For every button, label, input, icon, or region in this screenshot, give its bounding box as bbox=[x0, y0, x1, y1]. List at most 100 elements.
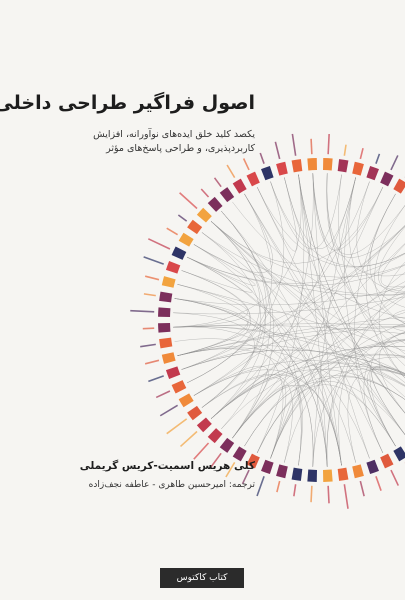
ring-segment bbox=[322, 469, 333, 482]
network-chord bbox=[232, 173, 314, 439]
ring-label-mark bbox=[343, 484, 349, 509]
network-chord bbox=[187, 256, 356, 463]
ring-label-mark bbox=[193, 442, 210, 460]
ring-segment bbox=[171, 380, 187, 394]
ring-label-mark bbox=[166, 418, 188, 435]
network-chord bbox=[201, 232, 405, 295]
ring-label-mark bbox=[375, 153, 381, 164]
network-chord bbox=[173, 174, 302, 328]
network-chord bbox=[270, 368, 405, 459]
network-chord bbox=[244, 193, 405, 436]
network-chord bbox=[177, 325, 405, 356]
ring-segment bbox=[246, 453, 260, 469]
ring-segment bbox=[380, 453, 394, 469]
ring-label-mark bbox=[242, 158, 250, 171]
network-chord bbox=[193, 181, 370, 396]
network-chord bbox=[181, 225, 405, 370]
ring-label-mark bbox=[256, 476, 265, 497]
ring-label-mark bbox=[155, 390, 171, 399]
ring-label-mark bbox=[226, 164, 236, 179]
network-chord bbox=[193, 244, 302, 466]
network-chord bbox=[193, 225, 405, 396]
ring-label-mark bbox=[144, 359, 160, 365]
network-chord bbox=[312, 173, 384, 251]
ring-label-mark bbox=[359, 148, 364, 160]
network-chord bbox=[374, 205, 405, 324]
network-chord bbox=[244, 193, 384, 453]
network-chord bbox=[210, 291, 405, 419]
ring-label-mark bbox=[274, 141, 281, 160]
network-chord bbox=[312, 173, 405, 344]
network-chord bbox=[326, 173, 405, 277]
ring-label-mark bbox=[143, 293, 156, 297]
ring-segment bbox=[207, 196, 223, 212]
network-chord bbox=[232, 354, 405, 439]
network-chord bbox=[270, 271, 405, 459]
ring-label-mark bbox=[276, 480, 281, 493]
ring-segment bbox=[352, 161, 364, 176]
ring-label-mark bbox=[225, 461, 236, 478]
network-chord bbox=[256, 339, 405, 453]
network-chord bbox=[210, 369, 405, 419]
network-chord bbox=[210, 187, 384, 264]
network-chord bbox=[244, 339, 405, 447]
ring-label-mark bbox=[210, 452, 222, 468]
network-chord bbox=[173, 326, 314, 467]
ring-label-mark bbox=[177, 214, 188, 222]
ring-segment bbox=[276, 464, 288, 479]
ring-label-mark bbox=[327, 485, 330, 504]
network-chord bbox=[177, 316, 405, 356]
ring-segment bbox=[219, 437, 235, 453]
ring-label-mark bbox=[147, 238, 171, 250]
book-title: اصول فراگیر طراحی داخلی bbox=[0, 92, 255, 114]
ring-label-mark bbox=[343, 144, 347, 156]
ring-label-mark bbox=[375, 476, 382, 491]
network-chord bbox=[369, 332, 405, 447]
network-chord bbox=[338, 286, 405, 466]
network-chord bbox=[210, 346, 405, 419]
ring-label-mark bbox=[259, 152, 265, 164]
network-chord bbox=[312, 356, 405, 467]
network-chord bbox=[221, 210, 342, 466]
network-chord bbox=[256, 177, 298, 252]
network-chord bbox=[298, 174, 328, 467]
ring-label-mark bbox=[390, 469, 400, 486]
ring-segment bbox=[393, 446, 405, 462]
ring-segment bbox=[161, 352, 176, 364]
ring-segment bbox=[322, 158, 333, 171]
network-chord bbox=[256, 187, 405, 268]
network-chord bbox=[177, 284, 405, 352]
network-chord bbox=[174, 298, 328, 467]
network-chord bbox=[201, 374, 342, 466]
network-chord bbox=[365, 193, 405, 379]
ring-segment bbox=[158, 307, 171, 318]
subtitle-line-2: کاربردپذیری، و طراحی پاسخ‌های مؤثر bbox=[106, 143, 255, 154]
network-chord bbox=[201, 232, 262, 408]
network-chord bbox=[354, 193, 396, 453]
network-chord bbox=[187, 221, 261, 384]
network-chord bbox=[210, 221, 405, 359]
network-chord bbox=[356, 181, 405, 292]
ring-segment bbox=[366, 165, 379, 181]
ring-segment bbox=[246, 171, 260, 187]
ring-segment bbox=[187, 219, 203, 235]
ring-label-mark bbox=[390, 155, 399, 171]
ring-label-mark bbox=[130, 309, 155, 313]
network-chord bbox=[201, 374, 293, 463]
network-chord bbox=[270, 181, 405, 267]
network-chord bbox=[378, 226, 405, 294]
network-chord bbox=[187, 253, 405, 284]
network-chord bbox=[173, 312, 255, 408]
network-chord bbox=[312, 173, 342, 466]
ring-segment bbox=[159, 291, 173, 303]
ring-segment bbox=[352, 464, 364, 479]
network-chord bbox=[201, 232, 405, 436]
ring-label-mark bbox=[143, 256, 164, 265]
network-chord bbox=[344, 177, 396, 447]
ring-label-mark bbox=[310, 485, 313, 503]
ring-segment bbox=[380, 171, 394, 187]
network-chord bbox=[232, 243, 405, 439]
network-chord bbox=[181, 256, 253, 293]
ring-segment bbox=[232, 178, 247, 194]
